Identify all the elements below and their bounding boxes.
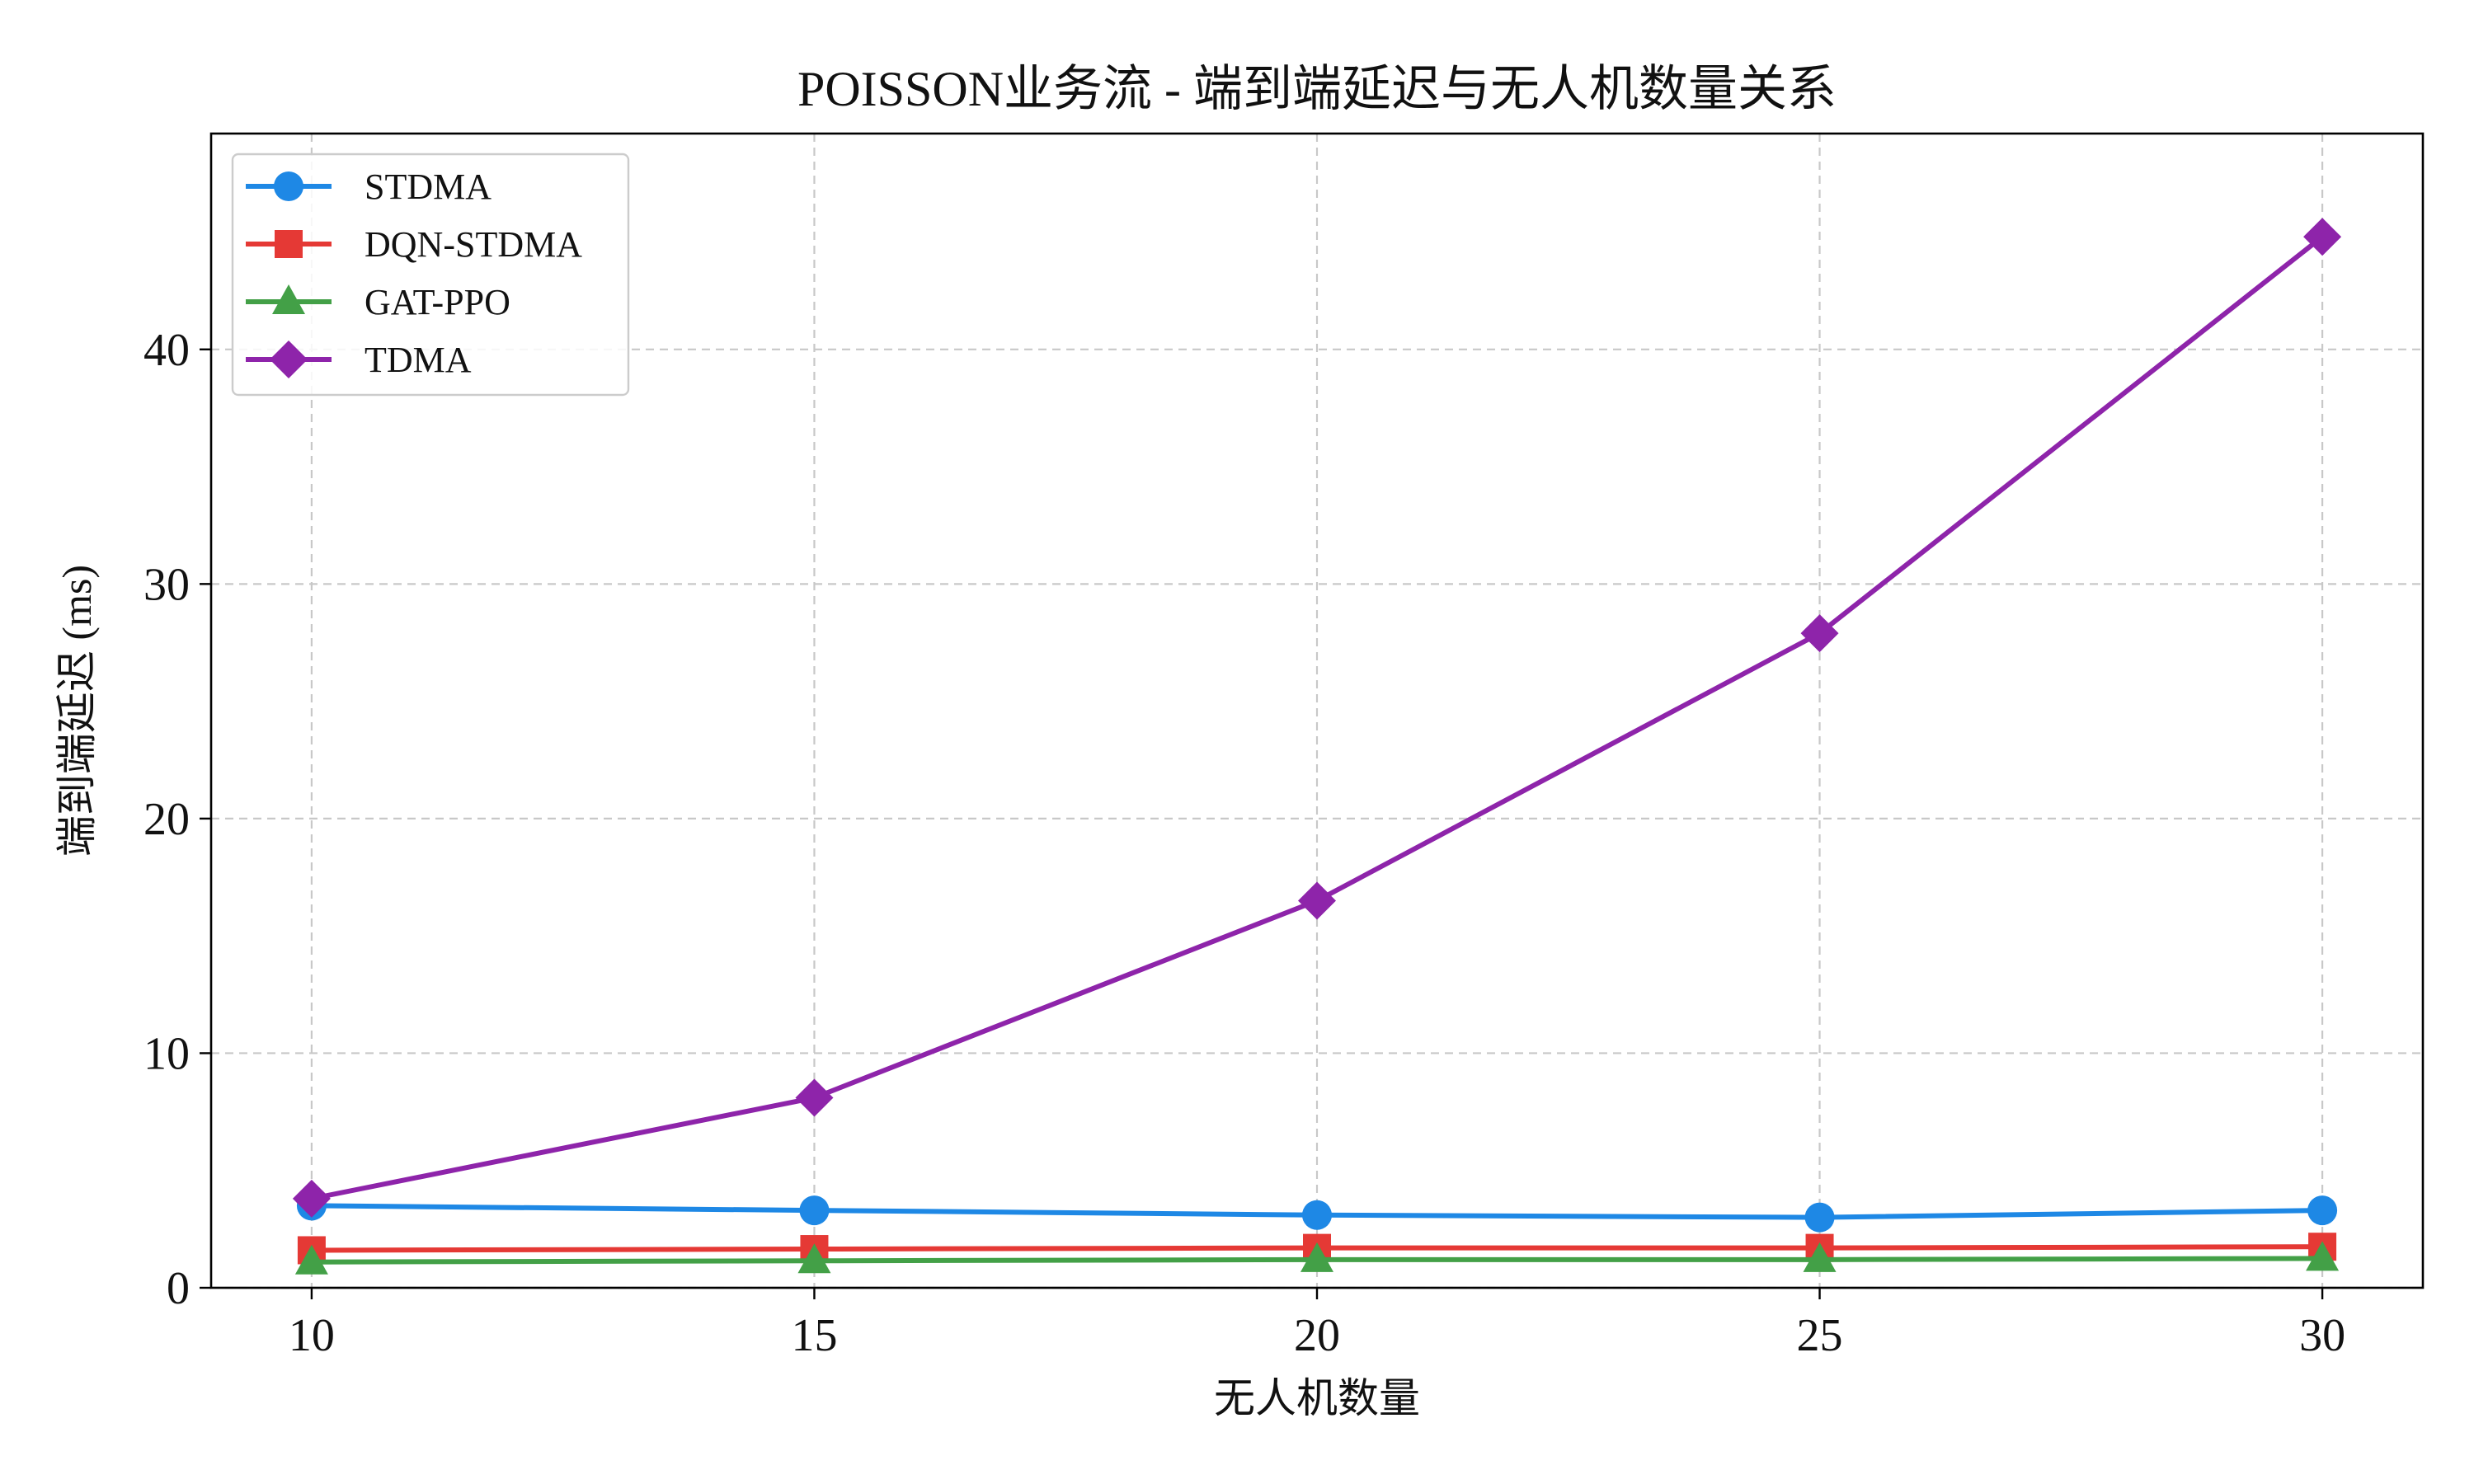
- series-stdma: [296, 1190, 2338, 1233]
- legend-entry: GAT-PPO: [246, 282, 510, 322]
- data-point: [797, 1243, 831, 1274]
- legend-box: [231, 153, 630, 397]
- data-point: [2307, 1195, 2338, 1226]
- data-point: [795, 1078, 834, 1117]
- y-tick-label: 0: [167, 1263, 190, 1314]
- legend-label: DQN-STDMA: [365, 224, 582, 265]
- y-tick-label: 20: [143, 794, 190, 845]
- legend-marker: [274, 171, 303, 201]
- x-axis-label: 无人机数量: [1214, 1375, 1420, 1421]
- data-point: [1302, 1200, 1332, 1230]
- x-tick-label: 20: [1294, 1310, 1340, 1361]
- x-tick-label: 25: [1797, 1310, 1843, 1361]
- data-point: [292, 1179, 331, 1218]
- legend-entry: STDMA: [246, 167, 492, 207]
- legend-label: TDMA: [365, 340, 472, 380]
- y-tick-label: 40: [143, 325, 190, 376]
- data-point: [799, 1195, 830, 1226]
- x-tick-label: 30: [2299, 1310, 2345, 1361]
- legend-label: GAT-PPO: [365, 282, 510, 322]
- series-gat-ppo: [294, 1241, 2340, 1275]
- plot-series: [292, 218, 2342, 1275]
- data-point: [1803, 1242, 1837, 1272]
- legend-marker: [270, 340, 308, 378]
- x-tick-label: 10: [289, 1310, 335, 1361]
- y-axis-label: 端到端延迟 (ms): [54, 565, 100, 857]
- legend-label: STDMA: [365, 167, 492, 207]
- data-point: [294, 1244, 328, 1275]
- data-point: [1300, 1242, 1333, 1272]
- legend: STDMA DQN-STDMA GAT-PPO TDMA: [231, 153, 630, 397]
- data-point: [2303, 218, 2342, 256]
- legend-entry: DQN-STDMA: [246, 224, 582, 265]
- x-tick-label: 15: [791, 1310, 837, 1361]
- series-tdma: [292, 218, 2342, 1218]
- legend-entries: STDMA DQN-STDMA GAT-PPO TDMA: [246, 167, 582, 380]
- legend-marker: [272, 284, 305, 314]
- legend-marker: [275, 230, 303, 258]
- y-tick-label: 10: [143, 1028, 190, 1079]
- legend-entry: TDMA: [246, 340, 472, 380]
- data-point: [1800, 614, 1839, 653]
- y-tick-label: 30: [143, 559, 190, 610]
- chart-title: POISSON业务流 - 端到端延迟与无人机数量关系: [797, 62, 1837, 116]
- data-point: [1298, 881, 1336, 920]
- data-point: [1804, 1202, 1835, 1233]
- axis-ticks: 10 15 20 25 30 0 10 20 30 40: [143, 325, 2345, 1361]
- data-point: [2306, 1241, 2340, 1271]
